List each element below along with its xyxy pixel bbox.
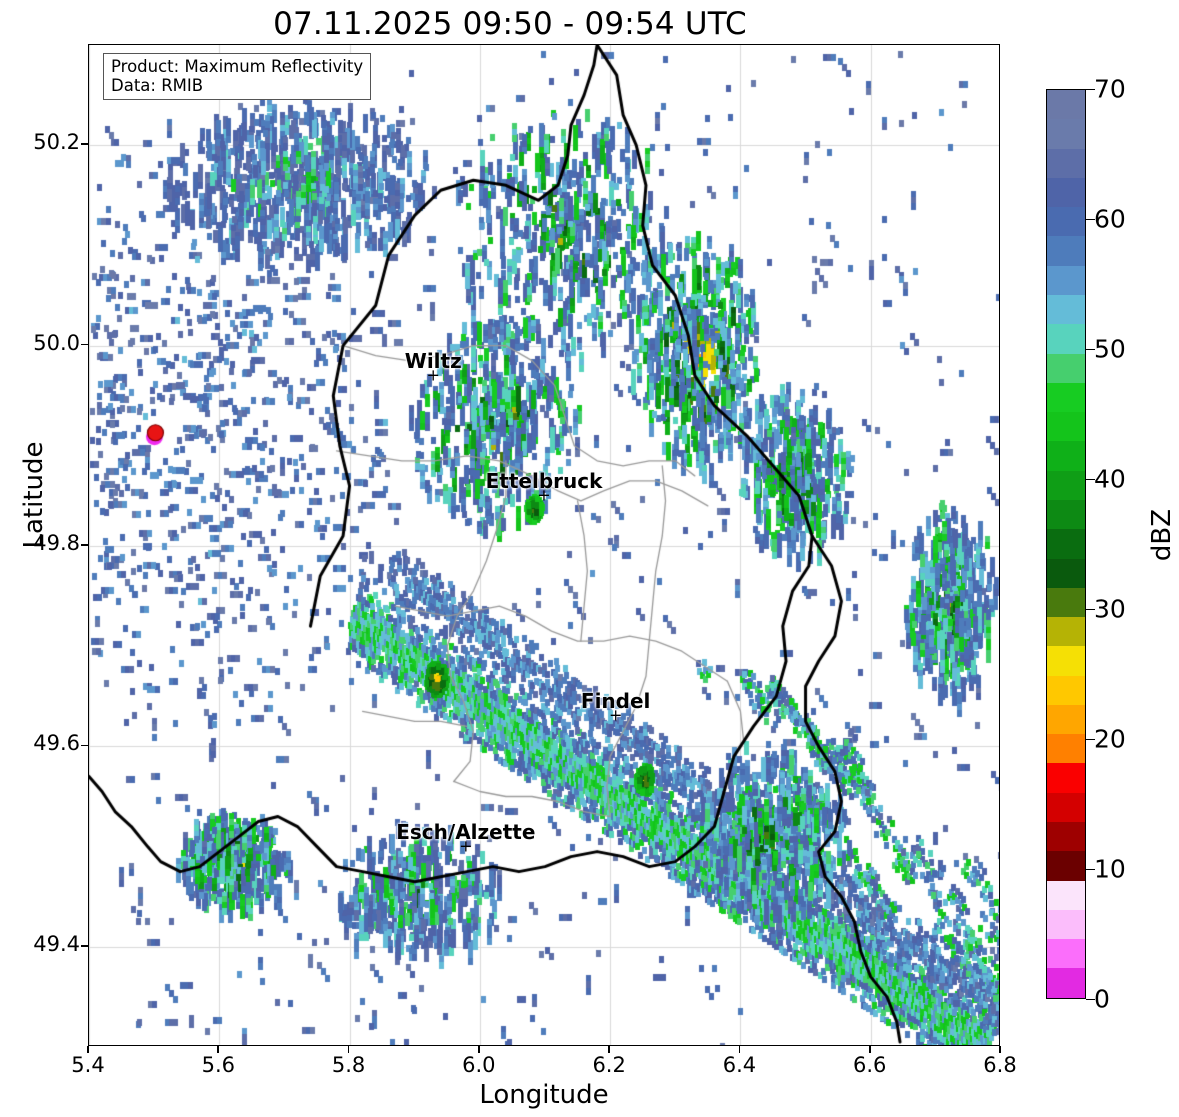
colorbar-band bbox=[1047, 353, 1085, 383]
colorbar-band bbox=[1047, 236, 1085, 266]
product-line: Product: Maximum Reflectivity bbox=[111, 57, 364, 76]
colorbar-tick-label: 60 bbox=[1094, 204, 1126, 234]
colorbar-band bbox=[1047, 646, 1085, 676]
city-label: Findel bbox=[580, 689, 651, 714]
y-tick bbox=[81, 744, 88, 747]
colorbar-band bbox=[1047, 470, 1085, 500]
x-tick-label: 6.4 bbox=[722, 1053, 757, 1077]
colorbar-tick bbox=[1086, 349, 1095, 351]
colorbar-label: dBZ bbox=[1147, 508, 1177, 562]
colorbar-tick-label: 20 bbox=[1094, 724, 1126, 754]
figure-title: 07.11.2025 09:50 - 09:54 UTC bbox=[273, 6, 747, 42]
city-marker-icon: + bbox=[537, 485, 551, 505]
colorbar-band bbox=[1047, 675, 1085, 705]
city-marker-icon: + bbox=[608, 705, 623, 725]
y-axis-label: Latitude bbox=[19, 441, 49, 549]
colorbar-tick bbox=[1086, 89, 1095, 91]
city-label: Wiltz bbox=[404, 348, 462, 373]
x-tick-label: 5.6 bbox=[201, 1053, 235, 1077]
x-tick bbox=[868, 1046, 871, 1053]
x-tick bbox=[608, 1046, 610, 1053]
colorbar-band bbox=[1047, 529, 1085, 559]
colorbar-band bbox=[1047, 207, 1085, 237]
colorbar-tick-label: 30 bbox=[1094, 594, 1126, 624]
colorbar-tick-label: 70 bbox=[1094, 74, 1126, 104]
colorbar-band bbox=[1047, 558, 1085, 588]
x-tick-label: 5.8 bbox=[331, 1053, 366, 1077]
colorbar-tick bbox=[1086, 219, 1095, 221]
x-tick bbox=[738, 1046, 741, 1053]
y-tick bbox=[81, 945, 88, 947]
colorbar-tick bbox=[1086, 479, 1095, 481]
y-tick-label: 50.2 bbox=[33, 130, 80, 155]
x-tick-label: 5.4 bbox=[71, 1053, 105, 1077]
city-marker-icon: + bbox=[426, 365, 440, 385]
colorbar-band bbox=[1047, 792, 1085, 823]
data-source-line: Data: RMIB bbox=[111, 76, 204, 95]
colorbar-band bbox=[1047, 734, 1085, 764]
colorbar-band bbox=[1047, 587, 1085, 618]
y-tick bbox=[81, 143, 88, 145]
y-tick-label: 49.4 bbox=[33, 931, 80, 956]
colorbar-band bbox=[1047, 704, 1085, 735]
x-tick bbox=[87, 1046, 89, 1053]
colorbar-band bbox=[1047, 148, 1085, 178]
colorbar-tick-label: 40 bbox=[1094, 464, 1126, 494]
colorbar-band bbox=[1047, 294, 1085, 325]
colorbar-band bbox=[1047, 265, 1085, 295]
colorbar-band bbox=[1047, 909, 1085, 940]
colorbar-tick bbox=[1086, 739, 1095, 741]
y-tick bbox=[81, 544, 88, 546]
x-tick-label: 6.0 bbox=[462, 1053, 496, 1077]
y-tick-label: 49.8 bbox=[33, 531, 80, 555]
x-tick bbox=[217, 1046, 220, 1053]
colorbar-band bbox=[1047, 763, 1085, 793]
colorbar-band bbox=[1047, 499, 1085, 530]
city-label: Esch/Alzette bbox=[396, 819, 536, 844]
product-info-box: Product: Maximum Reflectivity Data: RMIB bbox=[103, 53, 372, 100]
y-tick bbox=[81, 343, 88, 346]
x-tick-label: 6.6 bbox=[853, 1053, 887, 1077]
colorbar-tick-label: 50 bbox=[1094, 334, 1126, 364]
colorbar-band bbox=[1047, 617, 1085, 647]
radar-reflectivity-canvas bbox=[89, 45, 999, 1045]
colorbar-band bbox=[1047, 324, 1085, 354]
colorbar-band bbox=[1047, 939, 1085, 969]
x-tick bbox=[999, 1046, 1001, 1053]
map-plot-area[interactable]: Product: Maximum Reflectivity Data: RMIB bbox=[88, 44, 1000, 1046]
colorbar-band bbox=[1047, 119, 1085, 149]
colorbar-tick bbox=[1086, 999, 1095, 1001]
colorbar-band bbox=[1047, 90, 1085, 120]
city-marker-icon: + bbox=[459, 836, 473, 856]
colorbar-tick bbox=[1086, 869, 1095, 871]
y-tick-label: 50.0 bbox=[33, 330, 80, 355]
colorbar-band bbox=[1047, 177, 1085, 208]
colorbar-band bbox=[1047, 822, 1085, 852]
y-tick-label: 49.6 bbox=[33, 731, 80, 756]
x-tick bbox=[347, 1046, 350, 1053]
colorbar-band bbox=[1047, 412, 1085, 442]
colorbar bbox=[1046, 89, 1086, 999]
colorbar-tick-label: 10 bbox=[1094, 854, 1126, 884]
colorbar-band bbox=[1047, 382, 1085, 413]
colorbar-tick bbox=[1086, 609, 1095, 611]
x-tick bbox=[478, 1046, 480, 1053]
x-tick-label: 6.2 bbox=[592, 1053, 626, 1077]
colorbar-tick-label: 0 bbox=[1094, 984, 1110, 1014]
colorbar-band bbox=[1047, 880, 1085, 910]
x-axis-label: Longitude bbox=[479, 1080, 609, 1110]
city-label: Ettelbruck bbox=[485, 468, 603, 493]
colorbar-band bbox=[1047, 968, 1085, 998]
x-tick-label: 6.8 bbox=[983, 1053, 1017, 1077]
colorbar-band bbox=[1047, 441, 1085, 471]
colorbar-band bbox=[1047, 851, 1085, 881]
